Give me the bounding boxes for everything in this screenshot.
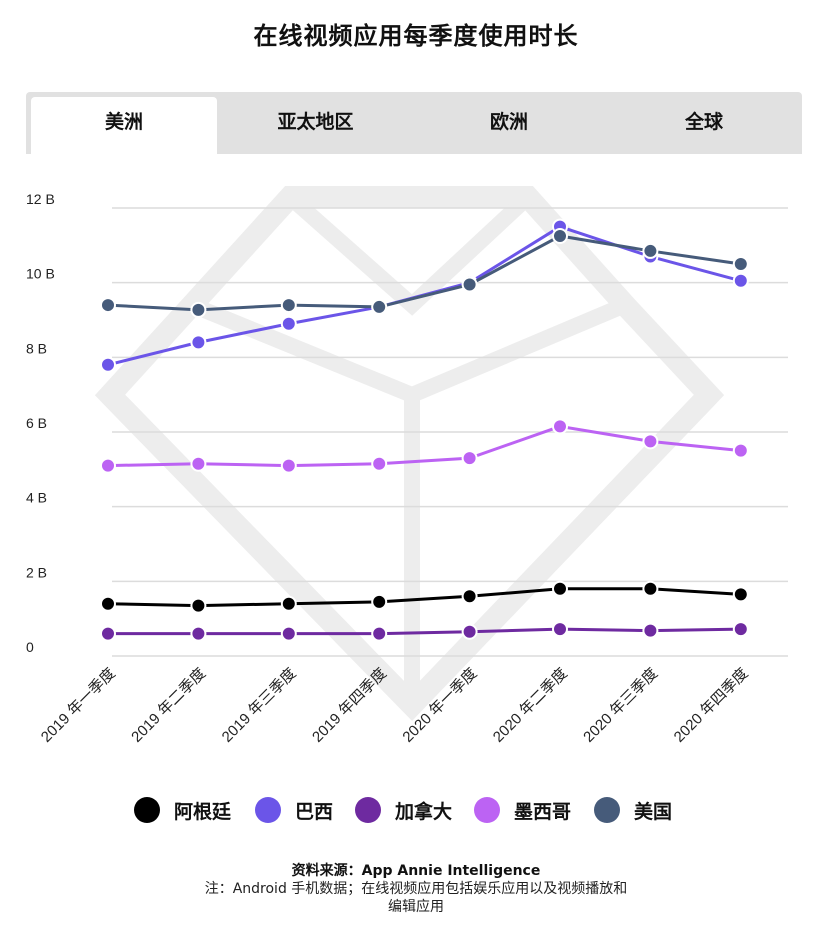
- tab-global[interactable]: 全球: [684, 111, 723, 133]
- y-tick-label: 12 B: [26, 191, 55, 207]
- data-point[interactable]: [642, 580, 659, 597]
- legend-item-mexico[interactable]: 墨西哥: [474, 793, 571, 827]
- x-tick-label: 2020 年二季度: [490, 665, 571, 746]
- legend-item-argentina[interactable]: 阿根廷: [134, 793, 231, 827]
- legend: 阿根廷 巴西 加拿大 墨西哥 美国: [0, 793, 832, 827]
- data-point[interactable]: [642, 433, 659, 450]
- data-point[interactable]: [100, 625, 116, 642]
- series-line: [107, 234, 742, 312]
- series-2: [100, 621, 749, 642]
- x-tick-label: 2019 年四季度: [309, 665, 390, 746]
- data-point[interactable]: [190, 597, 207, 614]
- series-4: [100, 228, 749, 318]
- data-point[interactable]: [552, 418, 568, 435]
- legend-label: 加拿大: [395, 800, 453, 823]
- data-point[interactable]: [552, 228, 568, 244]
- series-0: [100, 580, 749, 614]
- legend-swatch: [134, 797, 160, 823]
- note-text: 注：Android 手机数据；在线视频应用包括娱乐应用以及视频播放和编辑应用: [204, 881, 628, 915]
- line-chart: 0 2 B 4 B 6 B 8 B 10 B 12 B 2019 年一季度 2019 年二季度…: [26, 186, 788, 746]
- chart-title: 在线视频应用每季度使用时长: [253, 22, 579, 50]
- legend-item-usa[interactable]: 美国: [594, 793, 672, 827]
- legend-item-canada[interactable]: 加拿大: [355, 793, 452, 827]
- legend-label: 巴西: [295, 800, 334, 823]
- data-point[interactable]: [461, 588, 478, 605]
- data-point[interactable]: [280, 625, 297, 642]
- data-point[interactable]: [642, 242, 659, 259]
- y-tick-label: 10 B: [26, 266, 55, 282]
- legend-swatch: [255, 797, 281, 823]
- watermark-logo: [94, 186, 725, 721]
- x-tick-label: 2019 年三季度: [219, 665, 300, 746]
- x-tick-label: 2020 年三季度: [580, 665, 661, 746]
- data-point[interactable]: [190, 334, 207, 351]
- data-point[interactable]: [461, 623, 478, 640]
- data-point[interactable]: [371, 298, 388, 315]
- x-tick-label: 2020 年四季度: [671, 665, 752, 746]
- data-point[interactable]: [732, 586, 749, 603]
- data-point[interactable]: [552, 580, 568, 597]
- series-line: [107, 424, 741, 468]
- data-point[interactable]: [461, 276, 478, 293]
- region-tabs: 美洲 亚太地区 欧洲 全球: [26, 92, 802, 154]
- data-point[interactable]: [190, 625, 207, 642]
- tab-americas[interactable]: 美洲: [31, 97, 217, 154]
- legend-label: 阿根廷: [174, 800, 232, 823]
- data-point[interactable]: [190, 301, 207, 318]
- series-line: [107, 587, 741, 608]
- data-point[interactable]: [732, 621, 749, 638]
- legend-swatch: [594, 797, 620, 823]
- data-point[interactable]: [371, 593, 388, 610]
- data-point[interactable]: [190, 455, 207, 472]
- x-tick-label: 2019 年一季度: [38, 665, 119, 746]
- data-point[interactable]: [100, 457, 116, 474]
- y-tick-label: 8 B: [26, 340, 47, 356]
- data-point[interactable]: [732, 272, 749, 289]
- x-tick-label: 2019 年二季度: [128, 665, 209, 746]
- data-point[interactable]: [280, 457, 297, 474]
- data-point[interactable]: [280, 595, 297, 612]
- legend-swatch: [474, 797, 500, 823]
- legend-label: 墨西哥: [514, 800, 572, 823]
- data-point[interactable]: [100, 297, 116, 314]
- y-axis: 0 2 B 4 B 6 B 8 B 10 B 12 B: [26, 191, 55, 655]
- data-point[interactable]: [371, 625, 388, 642]
- y-tick-label: 0: [26, 639, 34, 655]
- series-line: [108, 627, 741, 636]
- gridlines: [112, 207, 788, 657]
- y-tick-label: 4 B: [26, 490, 47, 506]
- legend-label: 美国: [634, 800, 673, 823]
- data-point[interactable]: [371, 455, 388, 472]
- data-point[interactable]: [732, 256, 749, 272]
- series-lines: [100, 218, 749, 642]
- y-tick-label: 2 B: [26, 564, 47, 580]
- legend-swatch: [355, 797, 381, 823]
- data-point[interactable]: [280, 315, 297, 332]
- data-point[interactable]: [280, 297, 297, 314]
- data-point[interactable]: [100, 595, 116, 612]
- legend-item-brazil[interactable]: 巴西: [255, 793, 333, 827]
- tab-europe[interactable]: 欧洲: [489, 111, 528, 133]
- tab-asia-pacific[interactable]: 亚太地区: [277, 111, 354, 133]
- y-tick-label: 6 B: [26, 415, 47, 431]
- source-text: 资料来源：App Annie Intelligence: [291, 863, 541, 879]
- data-point[interactable]: [100, 356, 116, 373]
- series-3: [100, 418, 749, 474]
- data-point[interactable]: [552, 621, 568, 638]
- data-point[interactable]: [461, 450, 478, 467]
- data-point[interactable]: [642, 622, 659, 639]
- data-point[interactable]: [732, 442, 749, 459]
